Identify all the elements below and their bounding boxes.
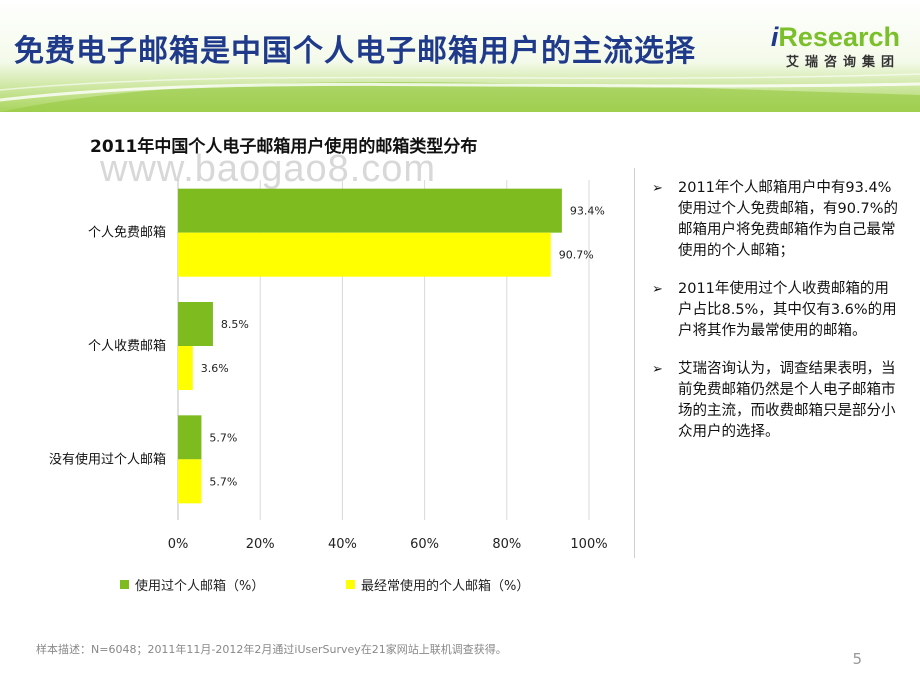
x-tick-label: 40% <box>328 537 357 552</box>
legend-label-most-used: 最经常使用的个人邮箱（%） <box>361 579 530 594</box>
category-label: 个人收费邮箱 <box>88 338 166 354</box>
arrow-bullet-icon: ➢ <box>652 282 663 297</box>
data-label: 3.6% <box>201 362 229 375</box>
bar <box>178 346 193 390</box>
x-tick-label: 100% <box>570 537 607 552</box>
bar <box>178 415 202 460</box>
logo-i: i <box>770 22 779 52</box>
bullet-text: 2011年个人邮箱用户中有93.4%使用过个人免费邮箱，有90.7%的邮箱用户将… <box>678 180 899 259</box>
x-tick-label: 0% <box>168 537 189 552</box>
legend-item-used: 使用过个人邮箱（%） <box>120 575 264 594</box>
page-number: 5 <box>852 650 862 668</box>
data-label: 5.7% <box>209 431 237 444</box>
iresearch-logo: iResearch 艾瑞咨询集团 <box>771 22 900 70</box>
bar <box>178 232 551 277</box>
category-label: 个人免费邮箱 <box>88 225 166 241</box>
data-label: 93.4% <box>570 205 605 218</box>
watermark: www.baogao8.com <box>100 148 437 190</box>
bullet-item: ➢ 艾瑞咨询认为，调查结果表明，当前免费邮箱仍然是个人电子邮箱市场的主流，而收费… <box>650 359 900 443</box>
bullet-text: 艾瑞咨询认为，调查结果表明，当前免费邮箱仍然是个人电子邮箱市场的主流，而收费邮箱… <box>678 361 896 440</box>
data-label: 5.7% <box>209 475 237 488</box>
bar <box>178 302 213 346</box>
legend-swatch-yellow <box>346 580 355 589</box>
bar <box>178 188 562 233</box>
category-label: 没有使用过个人邮箱 <box>49 451 166 467</box>
bar <box>178 459 202 504</box>
header-banner: 免费电子邮箱是中国个人电子邮箱用户的主流选择 iResearch 艾瑞咨询集团 <box>0 0 920 112</box>
data-label: 8.5% <box>221 318 249 331</box>
arrow-bullet-icon: ➢ <box>652 362 663 377</box>
bullet-item: ➢ 2011年个人邮箱用户中有93.4%使用过个人免费邮箱，有90.7%的邮箱用… <box>650 178 900 262</box>
data-label: 90.7% <box>559 249 594 262</box>
page-title: 免费电子邮箱是中国个人电子邮箱用户的主流选择 <box>14 34 696 69</box>
chart-title: 2011年中国个人电子邮箱用户使用的邮箱类型分布 <box>90 137 478 157</box>
divider <box>634 168 635 558</box>
bullet-list: ➢ 2011年个人邮箱用户中有93.4%使用过个人免费邮箱，有90.7%的邮箱用… <box>650 178 900 460</box>
bullet-item: ➢ 2011年使用过个人收费邮箱的用户占比8.5%，其中仅有3.6%的用户将其作… <box>650 279 900 342</box>
legend-swatch-green <box>120 580 129 589</box>
sample-note: 样本描述：N=6048；2011年11月-2012年2月通过iUserSurve… <box>36 643 507 656</box>
x-tick-label: 20% <box>246 537 275 552</box>
x-tick-label: 80% <box>492 537 521 552</box>
legend-label-used: 使用过个人邮箱（%） <box>135 579 265 594</box>
legend-item-most-used: 最经常使用的个人邮箱（%） <box>346 575 529 594</box>
bullet-text: 2011年使用过个人收费邮箱的用户占比8.5%，其中仅有3.6%的用户将其作为最… <box>678 281 897 339</box>
logo-subtitle: 艾瑞咨询集团 <box>785 55 900 70</box>
logo-text: Research <box>778 22 900 52</box>
arrow-bullet-icon: ➢ <box>652 181 663 196</box>
x-tick-label: 60% <box>410 537 439 552</box>
header-background <box>0 0 920 112</box>
bar-chart: 0% 20% 40% 60% 80% 100% 93.4% 90.7% 个人免费邮箱 8.5% 3.… <box>49 180 608 552</box>
